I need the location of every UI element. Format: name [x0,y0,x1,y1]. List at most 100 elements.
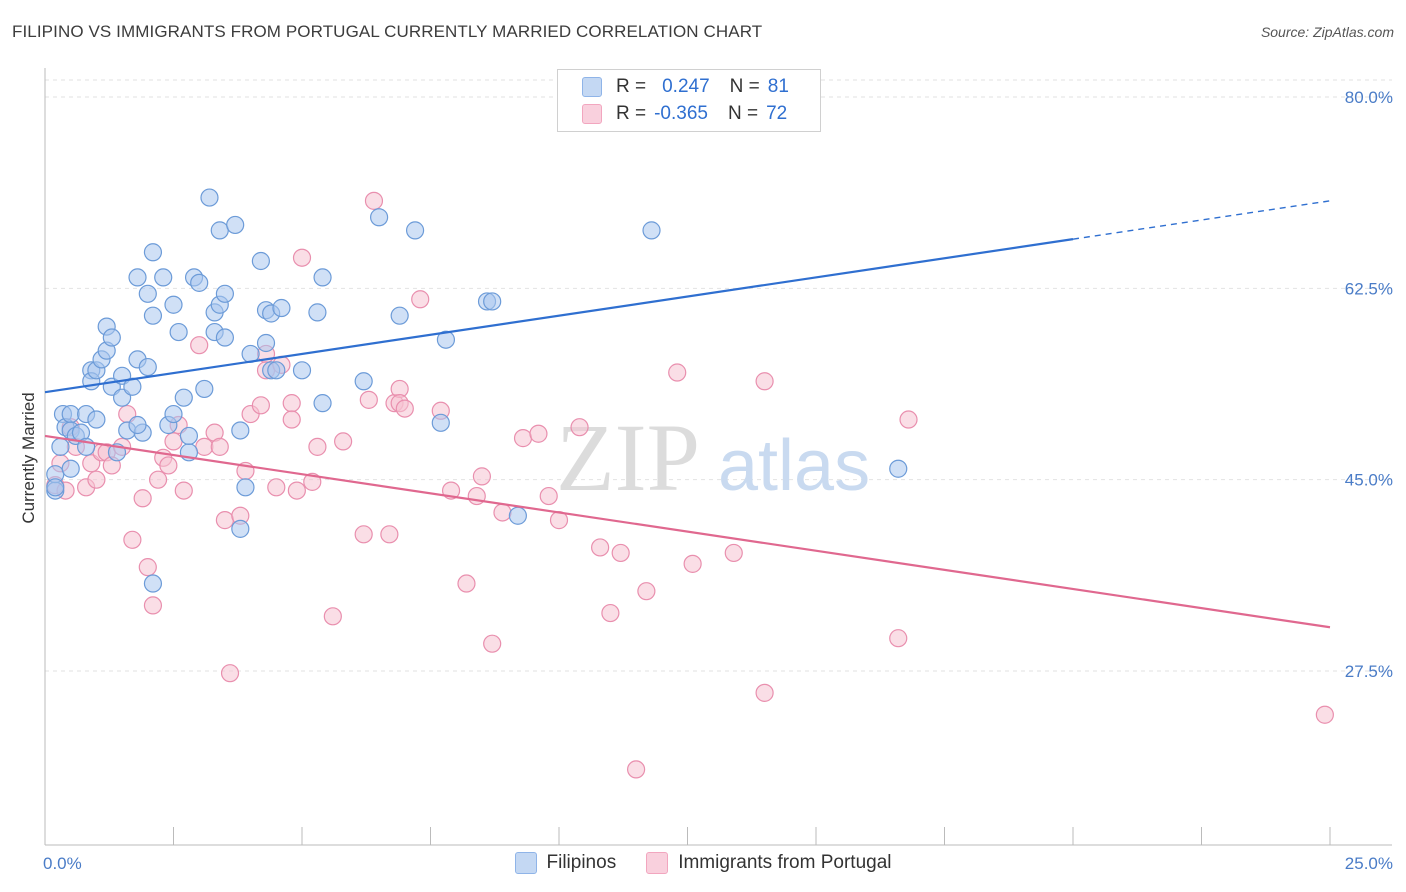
point-portugal [395,399,414,418]
point-filipinos [128,415,147,435]
series-legend: Filipinos Immigrants from Portugal [0,852,1406,874]
point-portugal [1315,705,1334,724]
point-filipinos [143,243,163,262]
point-portugal [899,410,918,429]
point-filipinos [642,221,661,240]
point-filipinos [179,426,199,446]
point-filipinos [61,404,80,424]
point-portugal [668,363,687,382]
point-portugal [626,760,646,779]
trend-line-portugal [44,434,1331,629]
point-filipinos [236,478,255,497]
point-filipinos [292,361,312,380]
point-filipinos [210,221,229,240]
point-filipinos [164,295,183,314]
point-portugal [148,470,168,489]
point-portugal [601,603,620,623]
point-portugal [539,486,558,506]
point-portugal [287,481,306,500]
point-filipinos [354,372,373,391]
legend-swatch-blue [582,77,602,97]
point-portugal [195,437,214,456]
source-label: Source: ZipAtlas.com [1260,24,1394,40]
legend-r-value: 0.247 [662,76,710,97]
point-filipinos [370,208,389,227]
chart-title: FILIPINO VS IMMIGRANTS FROM PORTUGAL CUR… [12,22,763,41]
point-portugal [159,456,178,475]
point-filipinos [313,268,332,287]
point-portugal [251,396,270,415]
y-tick-label: 45.0% [1345,471,1393,490]
point-portugal [267,478,286,497]
point-portugal [282,394,301,413]
point-portugal [143,596,163,615]
point-portugal [210,437,229,456]
point-filipinos [251,251,270,271]
point-filipinos [200,188,219,207]
legend-row-portugal: R = -0.365 N = 72 [582,102,787,126]
point-portugal [683,554,702,573]
grid-lines [45,79,1392,672]
point-portugal [591,538,610,557]
point-portugal [133,489,152,508]
series-filipinos-points [46,188,908,593]
point-portugal [513,429,533,448]
point-filipinos [138,284,157,303]
y-tick-label: 80.0% [1345,88,1393,107]
point-filipinos [51,437,70,456]
point-portugal [164,432,183,451]
point-filipinos [87,410,106,429]
trend-lines [44,200,1331,629]
point-filipinos [267,361,286,380]
point-portugal [611,543,630,563]
legend-label-filipinos: Filipinos [546,852,617,873]
point-filipinos [190,273,209,292]
point-filipinos [508,506,527,525]
point-portugal [323,607,342,626]
point-portugal [889,629,908,648]
point-portugal [483,634,502,653]
point-filipinos [169,322,188,342]
y-tick-label: 27.5% [1345,662,1393,681]
point-filipinos [483,292,502,311]
legend-item-filipinos[interactable]: Filipinos [514,852,617,874]
point-portugal [354,525,373,544]
legend-r-label: R = [616,103,647,124]
point-filipinos [164,404,183,424]
point-filipinos [215,284,234,303]
point-filipinos [195,379,214,399]
point-portugal [570,418,589,437]
axes [44,68,1392,846]
point-portugal [215,511,234,530]
point-portugal [637,582,656,601]
point-filipinos [405,221,425,240]
point-filipinos [215,328,234,347]
watermark-atlas: atlas [718,426,870,506]
legend-item-portugal[interactable]: Immigrants from Portugal [646,852,892,874]
legend-swatch-pink [646,852,669,874]
point-portugal [292,248,312,267]
point-portugal [138,558,157,577]
legend-r-value: -0.365 [654,103,708,124]
legend-swatch-pink [582,104,602,124]
x-tick-label: 0.0% [43,854,82,873]
point-portugal [364,191,384,210]
point-filipinos [143,306,163,325]
point-portugal [303,472,322,491]
y-axis-label: Currently Married [19,392,38,523]
point-portugal [755,372,774,391]
point-filipinos [431,413,450,432]
point-filipinos [436,330,456,349]
point-filipinos [174,388,193,407]
point-filipinos [272,298,291,318]
trend-line-filipinos [44,238,1074,394]
point-portugal [529,424,548,443]
point-filipinos [256,333,276,353]
point-filipinos [226,215,245,235]
point-portugal [380,525,399,544]
point-portugal [190,336,209,355]
point-filipinos [138,357,157,377]
point-portugal [308,437,327,456]
legend-row-filipinos: R = 0.247 N = 81 [582,75,789,99]
